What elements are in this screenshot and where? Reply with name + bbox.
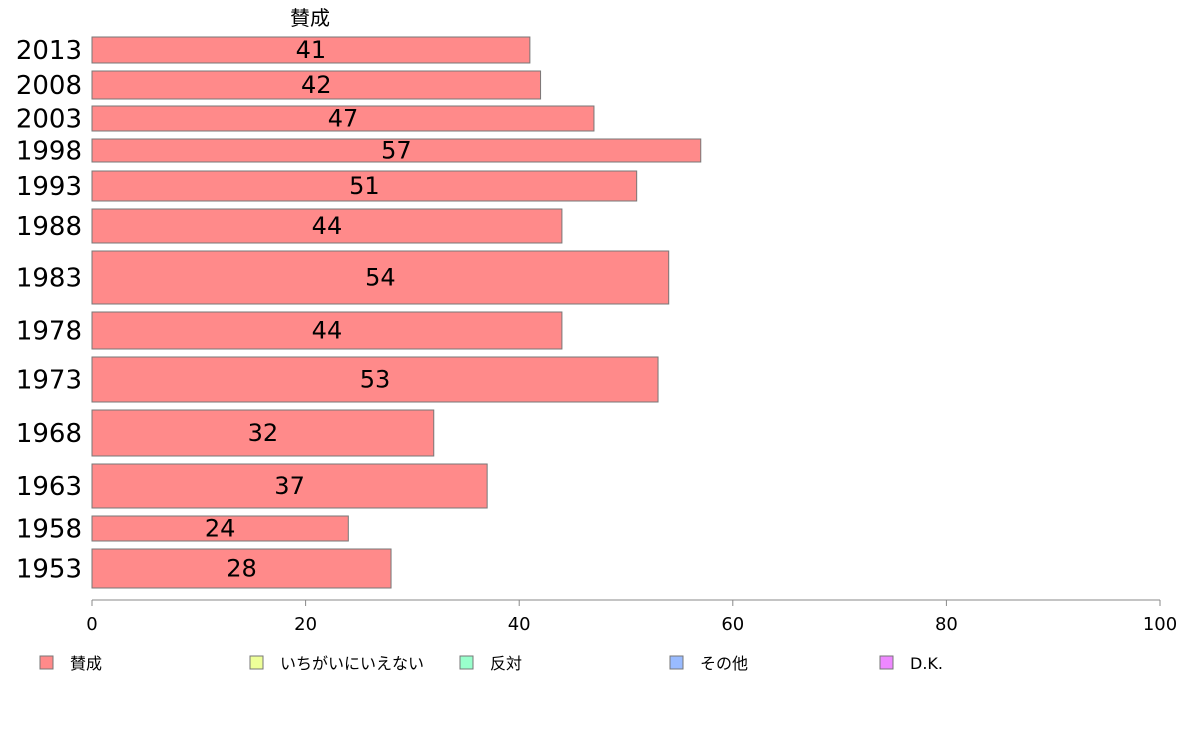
x-axis: 0 20 40 60 80 100: [86, 599, 1177, 635]
category-label-1993: 1993: [16, 172, 82, 202]
value-label-1973: 53: [360, 366, 391, 394]
value-label-1978: 44: [312, 317, 343, 345]
legend-swatch-4: [879, 655, 894, 670]
bar-1993: [91, 170, 638, 202]
bar-1988: [91, 208, 563, 244]
legend-label-0: 賛成: [70, 654, 102, 673]
bar-1998: [91, 138, 702, 163]
category-label-1968: 1968: [16, 419, 82, 449]
bars-group: 41 2013 42 2008 47 2003 57 1998 51 1993 44 1988 54 19…: [16, 36, 702, 589]
bar-1953: [91, 548, 392, 589]
x-tick-label-80: 80: [935, 614, 958, 635]
x-tick-label-60: 60: [721, 614, 744, 635]
legend-label-2: 反対: [490, 654, 522, 673]
value-label-1988: 44: [312, 212, 343, 240]
value-label-2008: 42: [301, 71, 332, 99]
legend: 賛成 いちがいにいえない 反対 その他 D.K.: [39, 654, 943, 673]
x-tick-label-100: 100: [1143, 614, 1177, 635]
category-label-2003: 2003: [16, 105, 82, 135]
category-label-1983: 1983: [16, 264, 82, 294]
legend-label-3: その他: [700, 654, 748, 673]
bar-2008: [91, 70, 542, 100]
value-label-1958: 24: [205, 515, 236, 543]
legend-label-4: D.K.: [910, 654, 943, 673]
legend-label-1: いちがいにいえない: [280, 654, 424, 673]
legend-swatch-1: [249, 655, 264, 670]
value-label-1963: 37: [274, 472, 305, 500]
value-label-2003: 47: [328, 105, 359, 133]
category-label-1973: 1973: [16, 366, 82, 396]
bar-2003: [91, 105, 595, 132]
value-label-1968: 32: [248, 419, 279, 447]
legend-swatch-0: [39, 655, 54, 670]
bar-1983: [91, 250, 670, 305]
category-label-1958: 1958: [16, 515, 82, 545]
bar-1978: [91, 311, 563, 350]
category-label-2008: 2008: [16, 71, 82, 101]
value-label-1993: 51: [349, 172, 380, 200]
bar-1968: [91, 409, 435, 457]
legend-swatch-3: [669, 655, 684, 670]
value-label-1998: 57: [381, 137, 412, 165]
series-label: 賛成: [290, 6, 330, 30]
category-label-1963: 1963: [16, 472, 82, 502]
category-label-1988: 1988: [16, 212, 82, 242]
value-label-2013: 41: [296, 36, 327, 64]
category-label-1998: 1998: [16, 137, 82, 167]
category-label-2013: 2013: [16, 36, 82, 66]
x-tick-label-40: 40: [508, 614, 531, 635]
bar-2013: [91, 36, 531, 64]
bar-1958: [91, 515, 349, 542]
bar-1963: [91, 463, 488, 509]
bar-1973: [91, 356, 659, 403]
x-tick-label-20: 20: [294, 614, 317, 635]
category-label-1953: 1953: [16, 555, 82, 585]
category-label-1978: 1978: [16, 317, 82, 347]
x-tick-label-0: 0: [86, 614, 97, 635]
value-label-1983: 54: [365, 264, 396, 292]
legend-swatch-2: [459, 655, 474, 670]
value-label-1953: 28: [226, 555, 257, 583]
